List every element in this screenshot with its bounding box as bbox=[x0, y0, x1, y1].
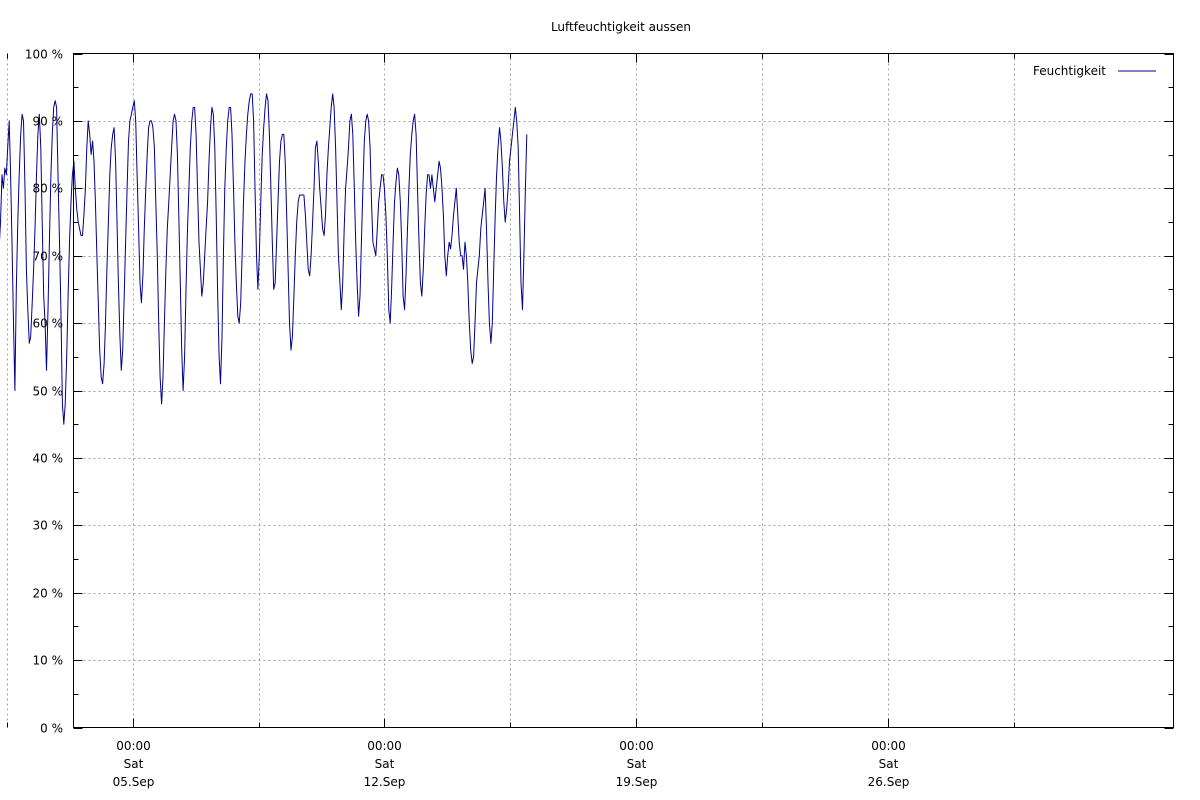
x-tick-label: Sat bbox=[375, 757, 395, 771]
x-tick-label: 05.Sep bbox=[113, 775, 155, 789]
label-layer: 0 % 10 % 20 % 30 % 40 % 50 % 60 % 70 % 80 % 90 % 1… bbox=[25, 48, 909, 790]
y-tick-label: 60 % bbox=[33, 317, 64, 331]
y-tick-label: 20 % bbox=[33, 587, 64, 601]
y-tick-label: 30 % bbox=[33, 519, 64, 533]
x-tick-label: 00:00 bbox=[871, 739, 906, 753]
legend: Feuchtigkeit bbox=[1033, 64, 1156, 78]
y-tick-label: 10 % bbox=[33, 654, 64, 668]
y-tick-label: 70 % bbox=[33, 250, 64, 264]
x-tick-label: 00:00 bbox=[116, 739, 151, 753]
x-tick-label: Sat bbox=[124, 757, 144, 771]
y-tick-label: 100 % bbox=[25, 48, 63, 62]
y-tick-label: 90 % bbox=[33, 115, 64, 129]
y-tick-label: 40 % bbox=[33, 452, 64, 466]
x-tick-label: 19.Sep bbox=[616, 775, 658, 789]
tick-layer bbox=[7, 53, 1174, 729]
grid-layer bbox=[7, 53, 1174, 728]
x-tick-label: 26.Sep bbox=[868, 775, 910, 789]
legend-label: Feuchtigkeit bbox=[1033, 64, 1106, 78]
chart-title: Luftfeuchtigkeit aussen bbox=[551, 20, 691, 34]
y-tick-label: 80 % bbox=[33, 182, 64, 196]
x-tick-label: 00:00 bbox=[619, 739, 654, 753]
x-tick-label: Sat bbox=[879, 757, 899, 771]
plot-frame bbox=[73, 53, 1174, 728]
series-layer bbox=[0, 93, 528, 425]
x-tick-label: 00:00 bbox=[367, 739, 402, 753]
x-tick-label: 12.Sep bbox=[364, 775, 406, 789]
humidity-series-line bbox=[0, 93, 528, 425]
y-tick-label: 0 % bbox=[40, 722, 63, 736]
y-tick-label: 50 % bbox=[33, 385, 64, 399]
x-tick-label: Sat bbox=[627, 757, 647, 771]
